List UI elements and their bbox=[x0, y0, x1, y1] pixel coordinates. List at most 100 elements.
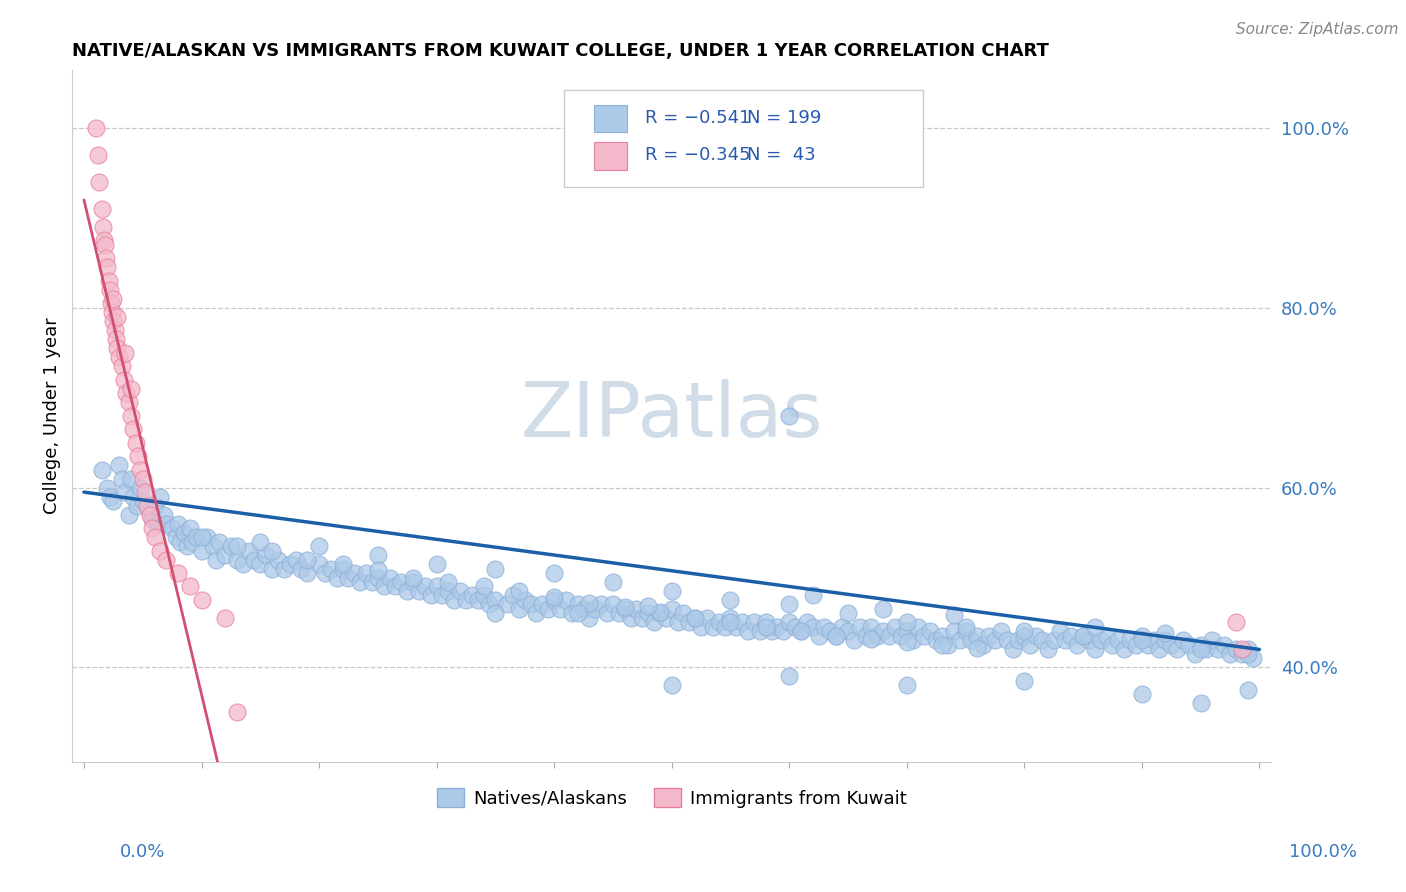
Point bbox=[249, 557, 271, 571]
Point bbox=[1166, 642, 1188, 657]
Point bbox=[755, 615, 778, 630]
Point bbox=[467, 593, 489, 607]
Point bbox=[860, 620, 883, 634]
Point bbox=[631, 611, 654, 625]
Point bbox=[138, 503, 160, 517]
Point bbox=[108, 458, 131, 472]
Point bbox=[97, 274, 120, 288]
Point bbox=[478, 598, 501, 612]
Point bbox=[942, 624, 965, 639]
Point bbox=[141, 512, 163, 526]
Point bbox=[1219, 647, 1241, 661]
Point bbox=[120, 472, 142, 486]
Point bbox=[112, 373, 135, 387]
Point bbox=[1154, 626, 1177, 640]
Point bbox=[548, 602, 571, 616]
Point bbox=[1014, 629, 1036, 643]
Point bbox=[238, 543, 260, 558]
Point bbox=[297, 566, 319, 580]
Point bbox=[125, 499, 148, 513]
Point bbox=[1025, 629, 1047, 643]
Point bbox=[837, 607, 859, 621]
Point bbox=[114, 346, 136, 360]
Point bbox=[896, 678, 918, 692]
Point bbox=[648, 607, 671, 621]
Point bbox=[278, 557, 301, 571]
Point bbox=[1007, 633, 1029, 648]
Point bbox=[1201, 633, 1223, 648]
Point bbox=[100, 296, 122, 310]
Point bbox=[361, 574, 384, 589]
Point bbox=[378, 570, 401, 584]
Point bbox=[1243, 651, 1265, 665]
Point bbox=[167, 566, 190, 580]
Point bbox=[122, 422, 145, 436]
Point bbox=[837, 624, 859, 639]
Point bbox=[796, 615, 818, 630]
Point bbox=[543, 593, 565, 607]
Point bbox=[190, 543, 212, 558]
Point bbox=[120, 409, 142, 423]
Point bbox=[966, 629, 988, 643]
Point bbox=[761, 624, 783, 639]
Point bbox=[87, 148, 110, 162]
Point bbox=[96, 252, 118, 266]
Point bbox=[1236, 642, 1258, 657]
Point bbox=[146, 516, 169, 531]
Point bbox=[461, 589, 484, 603]
Point bbox=[1125, 638, 1147, 652]
Point bbox=[661, 584, 683, 599]
Point bbox=[91, 219, 114, 234]
Point bbox=[672, 607, 695, 621]
Point bbox=[204, 552, 226, 566]
Point bbox=[449, 584, 471, 599]
Point bbox=[783, 620, 806, 634]
Point bbox=[101, 305, 124, 319]
Point bbox=[225, 539, 247, 553]
Point bbox=[419, 589, 441, 603]
FancyBboxPatch shape bbox=[593, 104, 627, 132]
Point bbox=[1189, 697, 1212, 711]
Legend: Natives/Alaskans, Immigrants from Kuwait: Natives/Alaskans, Immigrants from Kuwait bbox=[429, 781, 914, 815]
Point bbox=[955, 624, 977, 639]
Point bbox=[308, 539, 330, 553]
Point bbox=[931, 638, 953, 652]
Point bbox=[1236, 647, 1258, 661]
Point bbox=[1049, 624, 1071, 639]
Point bbox=[1042, 633, 1064, 648]
Point bbox=[165, 530, 187, 544]
Point bbox=[384, 580, 406, 594]
Point bbox=[1184, 647, 1206, 661]
Text: 100.0%: 100.0% bbox=[1289, 843, 1357, 861]
Point bbox=[831, 620, 853, 634]
Point bbox=[155, 552, 177, 566]
Point bbox=[129, 463, 152, 477]
Point bbox=[526, 607, 548, 621]
Point bbox=[190, 530, 212, 544]
Point bbox=[103, 323, 125, 337]
Point bbox=[90, 202, 112, 216]
Point bbox=[936, 638, 959, 652]
Point bbox=[314, 566, 336, 580]
Point bbox=[143, 530, 166, 544]
Point bbox=[120, 382, 142, 396]
Point bbox=[790, 624, 813, 639]
Point bbox=[984, 633, 1007, 648]
Point bbox=[742, 615, 765, 630]
Point bbox=[143, 499, 166, 513]
Point bbox=[602, 598, 624, 612]
Point bbox=[925, 633, 948, 648]
Point bbox=[1036, 642, 1059, 657]
Point bbox=[290, 561, 312, 575]
Point bbox=[155, 516, 177, 531]
Point bbox=[284, 552, 307, 566]
Point bbox=[813, 620, 835, 634]
Point bbox=[472, 580, 495, 594]
Point bbox=[337, 570, 360, 584]
Point bbox=[105, 310, 128, 324]
Point bbox=[561, 607, 583, 621]
Point bbox=[225, 706, 247, 720]
Point bbox=[169, 534, 191, 549]
Point bbox=[720, 611, 742, 625]
Point bbox=[931, 629, 953, 643]
